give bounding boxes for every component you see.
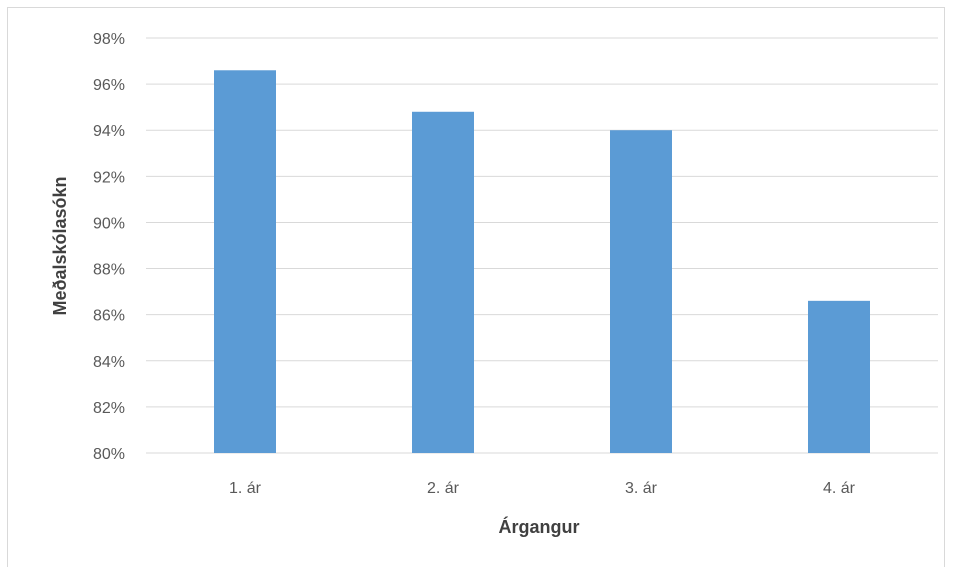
y-axis-title: Meðalskólasókn	[50, 176, 70, 315]
y-tick-label: 88%	[93, 262, 125, 279]
y-tick-label: 86%	[93, 308, 125, 325]
y-tick-label: 98%	[93, 31, 125, 48]
x-axis-ticks: 1. ár 2. ár 3. ár 4. ár	[229, 480, 856, 497]
y-tick-label: 96%	[93, 77, 125, 94]
x-tick-label: 3. ár	[625, 480, 658, 497]
y-tick-label: 90%	[93, 215, 125, 232]
y-tick-label: 94%	[93, 123, 125, 140]
x-tick-label: 2. ár	[427, 480, 460, 497]
x-tick-label: 4. ár	[823, 480, 856, 497]
bars	[214, 70, 870, 454]
chart-frame	[7, 7, 945, 567]
y-axis-ticks: 80% 82% 84% 86% 88% 90% 92% 94% 96% 98%	[93, 31, 125, 463]
x-tick-label: 1. ár	[229, 480, 262, 497]
bar	[412, 111, 474, 454]
bar	[214, 70, 276, 454]
y-tick-label: 80%	[93, 446, 125, 463]
x-axis-title: Árgangur	[499, 516, 580, 537]
gridlines	[146, 37, 938, 454]
bar	[610, 130, 672, 453]
bar	[808, 300, 870, 453]
y-tick-label: 84%	[93, 354, 125, 371]
y-tick-label: 82%	[93, 400, 125, 417]
y-tick-label: 92%	[93, 169, 125, 186]
